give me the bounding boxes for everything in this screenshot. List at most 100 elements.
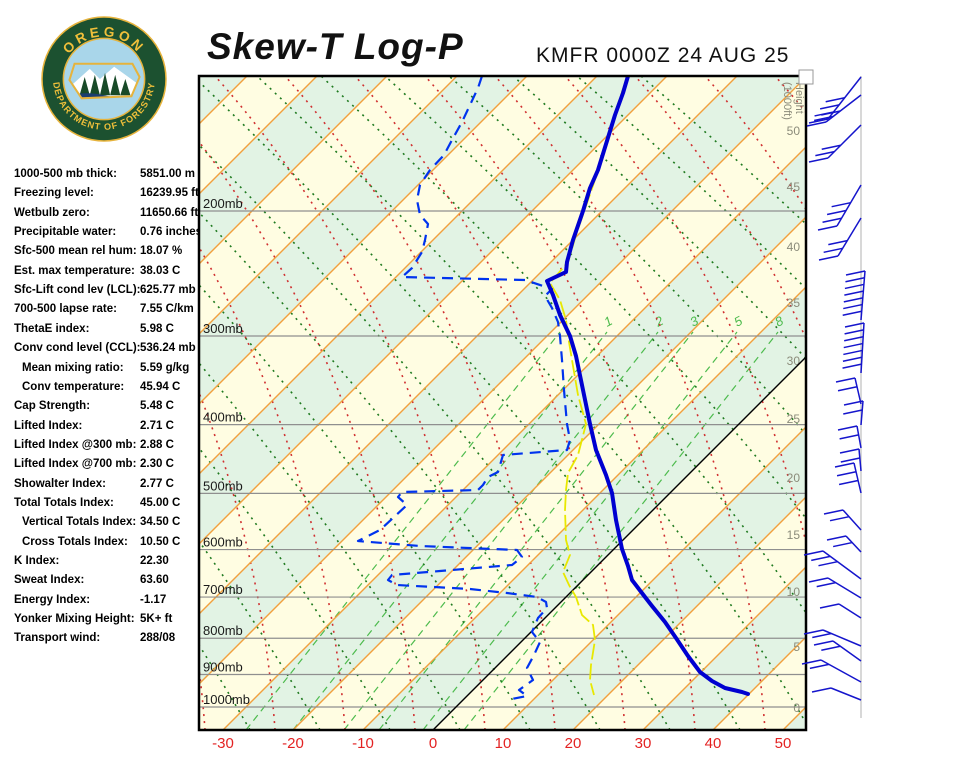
height-label: 20 — [787, 471, 801, 485]
pressure-label: 200mb — [203, 196, 243, 211]
wetbulb-line — [548, 79, 627, 696]
index-label: Wetbulb zero: — [14, 206, 90, 219]
isotherm-line — [199, 76, 318, 195]
moist-adiabat-line — [199, 662, 206, 730]
isotherm-line — [199, 76, 806, 685]
index-row: Transport wind: 288/08 — [14, 632, 204, 651]
index-value: 625.77 mb — [140, 284, 196, 297]
height-axis-title: Height — [793, 82, 805, 114]
index-value: 63.60 — [140, 574, 169, 587]
index-label: Est. max temperature: — [14, 264, 135, 277]
mixing-ratio-line — [463, 331, 779, 730]
isotherm-line — [782, 706, 806, 730]
index-label: Precipitable water: — [14, 226, 117, 239]
page-title: Skew-T Log-P — [207, 26, 464, 67]
mixing-ratio-line — [245, 331, 561, 730]
height-label: 45 — [787, 180, 801, 194]
index-row: Freezing level: 16239.95 ft — [14, 187, 204, 206]
temperature-line — [545, 76, 750, 696]
index-value: 10.50 C — [140, 535, 181, 548]
index-row: Conv temperature: 45.94 C — [14, 381, 204, 400]
index-row: Mean mixing ratio: 5.59 g/kg — [14, 362, 204, 381]
isotherm-line — [222, 146, 806, 730]
isotherm-line — [199, 76, 458, 335]
moist-adiabat-line — [634, 76, 806, 341]
isotherm-line — [199, 76, 388, 265]
moist-adiabat-line — [284, 76, 556, 730]
index-label: 1000-500 mb thick: — [14, 168, 117, 180]
x-axis-label: 20 — [565, 735, 582, 752]
pressure-label: 1000mb — [203, 692, 250, 707]
index-value: 5K+ ft — [140, 613, 173, 626]
isotherm-line — [199, 76, 738, 615]
mixing-ratio-line — [292, 331, 608, 730]
index-label: Lifted Index: — [14, 419, 83, 432]
dewpoint-line — [356, 76, 572, 701]
pressure-label: 300mb — [203, 321, 243, 336]
wind-barb — [813, 640, 862, 662]
index-label: Energy Index: — [14, 593, 91, 606]
height-label: 15 — [787, 528, 801, 542]
x-axis-label: -10 — [352, 735, 374, 752]
moist-adiabat-line — [354, 76, 626, 730]
isotherm-line — [502, 426, 806, 730]
index-row: Vertical Totals Index: 34.50 C — [14, 516, 204, 535]
dry-adiabat-line — [0, 76, 180, 730]
corner-box — [798, 69, 814, 85]
index-row: Precipitable water: 0.76 inches — [14, 226, 204, 245]
index-label: Sfc-500 mean rel hum: — [14, 245, 137, 258]
index-value: 5851.00 m — [140, 168, 195, 180]
isotherm-line — [199, 76, 598, 475]
index-value: 2.71 C — [140, 419, 174, 432]
index-value: 5.98 C — [140, 322, 174, 335]
index-label: Conv cond level (CCL): — [14, 342, 141, 355]
pressure-label: 600mb — [203, 535, 243, 550]
index-value: 45.00 C — [140, 496, 181, 509]
wind-barb — [843, 400, 864, 426]
index-value: 11650.66 ft — [140, 206, 199, 219]
index-label: Lifted Index @300 mb: — [14, 438, 137, 451]
wind-barb — [818, 217, 862, 261]
index-row: Conv cond level (CCL): 536.24 mb — [14, 342, 204, 361]
index-label: Total Totals Index: — [14, 496, 114, 509]
wind-barb — [819, 603, 862, 619]
height-label: 5 — [793, 640, 800, 654]
moist-adiabat-line — [214, 76, 486, 730]
index-row: Yonker Mixing Height: 5K+ ft — [14, 613, 204, 632]
moist-adiabat-line — [199, 140, 416, 730]
isotherm-line — [642, 566, 806, 730]
height-label: 50 — [787, 124, 801, 138]
wind-barb — [842, 322, 865, 374]
isotherm-line — [0, 76, 177, 730]
wind-barb — [817, 184, 862, 231]
index-value: 0.76 inches — [140, 226, 203, 239]
wind-barb — [834, 462, 862, 494]
dry-adiabat-line — [199, 143, 671, 730]
index-row: Lifted Index @300 mb: 2.88 C — [14, 439, 204, 458]
wind-barb — [803, 629, 862, 647]
isotherm-line — [572, 496, 806, 730]
wind-barb — [806, 94, 862, 127]
height-label: 10 — [787, 585, 801, 599]
wind-barb — [826, 535, 862, 553]
index-row: K Index: 22.30 — [14, 555, 204, 574]
index-label: Yonker Mixing Height: — [14, 613, 135, 626]
moist-adiabat-line — [704, 76, 806, 212]
index-value: 288/08 — [140, 632, 176, 645]
index-value: 45.94 C — [140, 380, 181, 393]
index-value: -1.17 — [140, 593, 167, 606]
index-label: Transport wind: — [14, 632, 101, 645]
index-row: Energy Index: -1.17 — [14, 594, 204, 613]
index-value: 5.59 g/kg — [140, 361, 190, 374]
dry-adiabat-line — [199, 539, 321, 730]
index-label: K Index: — [14, 555, 60, 567]
x-axis-label: 30 — [635, 735, 652, 752]
mixing-ratio-line — [422, 331, 738, 730]
height-label: 40 — [787, 240, 801, 254]
index-row: Sfc-500 mean rel hum: 18.07 % — [14, 245, 204, 264]
moist-adiabat-line — [0, 76, 135, 730]
moist-adiabat-line — [494, 76, 766, 730]
pressure-label: 500mb — [203, 478, 243, 493]
isotherm-line — [199, 76, 668, 545]
wind-barb — [808, 76, 862, 124]
